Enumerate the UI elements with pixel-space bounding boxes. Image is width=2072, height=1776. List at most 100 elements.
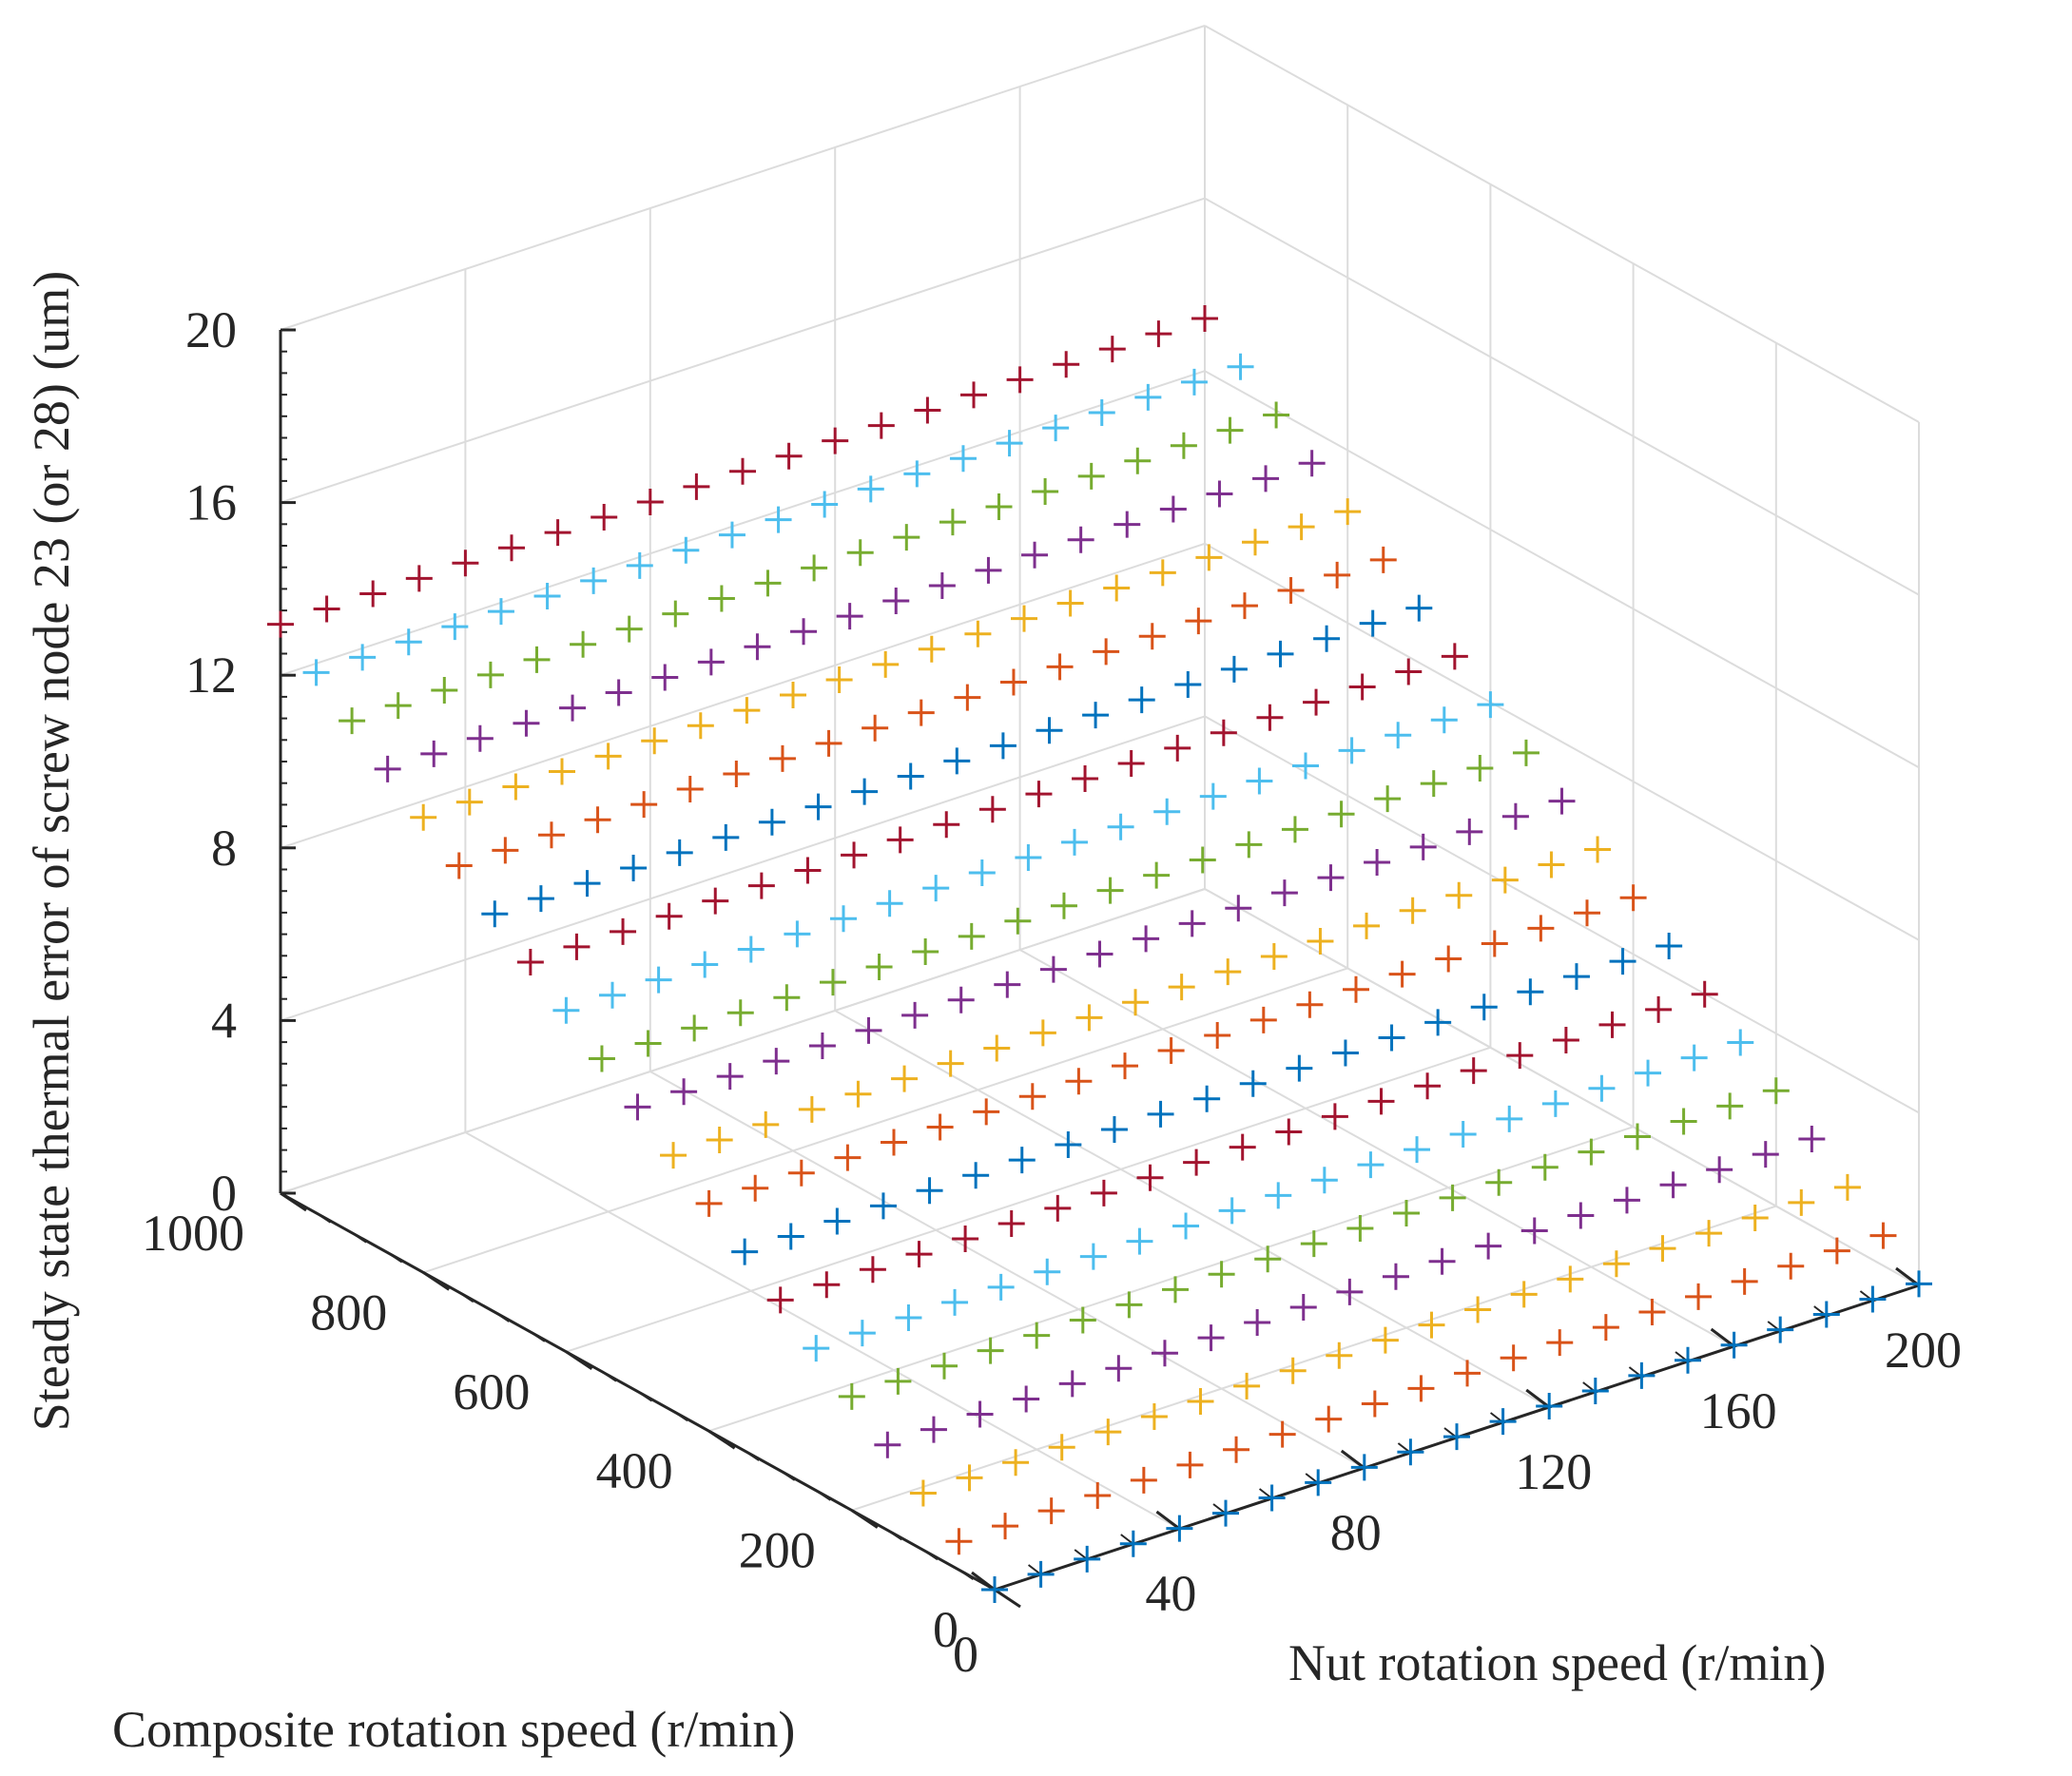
data-point-marker [726, 999, 754, 1027]
data-point-marker [1393, 1199, 1420, 1226]
data-point-marker [502, 773, 530, 801]
y-minor-tick [672, 1410, 688, 1422]
data-point-marker [1361, 1390, 1388, 1418]
data-point-marker [823, 1207, 851, 1235]
y-tick-label: 800 [310, 1284, 387, 1341]
data-point-marker [1405, 594, 1433, 622]
data-point-marker [1731, 1267, 1758, 1295]
y-major-tick [850, 1509, 879, 1529]
data-point-marker [1115, 1291, 1143, 1319]
data-point-marker [901, 1001, 929, 1029]
data-point-marker [1397, 1438, 1424, 1466]
data-point-marker [1050, 892, 1077, 919]
data-point-marker [1088, 399, 1115, 427]
data-point-marker [937, 1050, 964, 1077]
data-point-marker [1435, 945, 1462, 973]
data-point-marker [584, 806, 611, 834]
data-point-marker [737, 936, 765, 963]
data-point-marker [641, 727, 668, 755]
data-point-marker [1378, 1024, 1405, 1052]
data-point-marker [1077, 462, 1105, 490]
data-point-marker [662, 600, 689, 627]
side-wall-gridline-z [1204, 25, 1920, 423]
data-point-marker [1220, 655, 1248, 683]
data-point-marker [1143, 861, 1171, 889]
data-point-marker [780, 682, 806, 709]
data-point-marker [516, 949, 544, 976]
chart-grid [280, 25, 1920, 1591]
data-point-marker [1324, 561, 1351, 589]
data-point-marker [1767, 1316, 1794, 1343]
data-point-marker [909, 1479, 937, 1507]
back-wall-gridline-z [280, 888, 1206, 1194]
data-point-marker [958, 922, 985, 950]
z-tick-label: 4 [211, 992, 237, 1049]
data-point-marker [1130, 1466, 1157, 1494]
data-point-marker [1869, 1222, 1897, 1249]
data-point-marker [808, 1032, 836, 1059]
data-point-marker [916, 1177, 943, 1205]
z-tick-label: 12 [185, 647, 237, 704]
data-point-marker [1084, 1481, 1112, 1509]
data-point-marker [1906, 1270, 1932, 1298]
data-point-marker [956, 1464, 983, 1492]
data-point-marker [1147, 1100, 1174, 1128]
data-point-marker [523, 646, 551, 673]
data-point-marker [1439, 1184, 1466, 1211]
data-point-marker [975, 556, 1002, 584]
x-minor-tick [1027, 1564, 1042, 1575]
data-point-marker [441, 613, 469, 641]
data-point-marker [697, 648, 725, 676]
data-point-marker [1430, 706, 1458, 734]
data-point-marker [830, 905, 857, 933]
data-point-marker [634, 1030, 662, 1057]
y-axis-label: Composite rotation speed (r/min) [112, 1701, 795, 1758]
data-point-marker [1170, 432, 1197, 459]
back-wall-gridline-z [280, 715, 1206, 1022]
data-point-marker [836, 603, 863, 630]
data-point-marker [1191, 304, 1218, 332]
y-tick-label: 600 [453, 1363, 530, 1420]
side-wall-gridline-z [1204, 715, 1920, 1114]
data-point-marker [691, 951, 719, 978]
data-point-marker [1456, 818, 1483, 845]
data-point-marker [1286, 1054, 1313, 1082]
data-point-marker [1369, 546, 1397, 573]
data-point-marker [752, 1110, 780, 1138]
data-point-marker [1395, 658, 1423, 685]
data-point-marker [977, 1337, 1004, 1364]
data-point-marker [1720, 1331, 1748, 1359]
data-point-marker [1619, 884, 1647, 912]
data-point-marker [1008, 1147, 1036, 1174]
data-point-marker [867, 412, 895, 439]
data-point-marker [1176, 1451, 1204, 1478]
data-point-marker [907, 699, 935, 726]
data-point-marker [670, 1078, 698, 1106]
data-point-marker [1557, 1265, 1584, 1293]
data-point-marker [339, 707, 366, 735]
data-point-marker [1046, 653, 1074, 681]
data-point-marker [1164, 734, 1191, 762]
data-point-marker [996, 430, 1023, 457]
data-point-marker [1798, 1126, 1826, 1153]
data-point-marker [983, 1034, 1011, 1062]
data-point-marker [1303, 688, 1330, 716]
data-point-marker [1244, 1309, 1271, 1337]
data-point-marker [1656, 932, 1683, 959]
z-tick-label: 8 [211, 820, 237, 877]
data-point-marker [1536, 1393, 1563, 1420]
data-point-marker [588, 1045, 615, 1072]
data-point-marker [1002, 1449, 1030, 1477]
y-major-tick [994, 1588, 1021, 1609]
data-point-marker [1157, 1037, 1185, 1065]
data-point-marker [374, 755, 401, 782]
data-point-marker [655, 902, 683, 930]
data-point-marker [1628, 1361, 1656, 1389]
y-minor-tick [494, 1311, 510, 1322]
data-point-marker [1364, 849, 1391, 877]
data-point-marker [1491, 866, 1519, 894]
x-tick-label: 80 [1330, 1504, 1382, 1561]
data-point-marker [1506, 1042, 1534, 1070]
data-point-marker [834, 1144, 862, 1171]
y-minor-tick [922, 1549, 939, 1561]
